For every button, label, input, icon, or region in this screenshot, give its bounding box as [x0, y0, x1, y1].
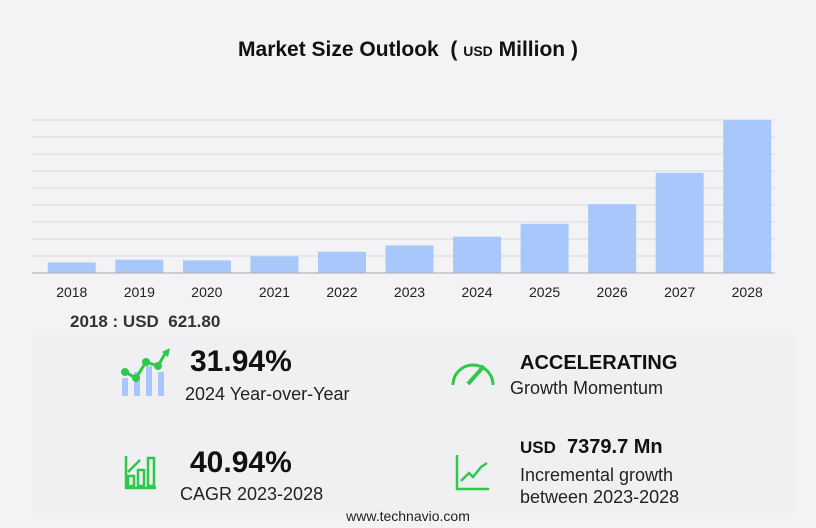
- bar-2024: [453, 236, 502, 273]
- momentum-value: ACCELERATING: [520, 352, 678, 374]
- momentum-label: Growth Momentum: [510, 378, 664, 398]
- x-tick-label: 2024: [461, 284, 492, 300]
- bar-2023: [385, 245, 434, 273]
- x-tick-label: 2027: [664, 284, 695, 300]
- x-tick-label: 2022: [326, 284, 357, 300]
- bar-chart: 2018 2019 2020 2021 2022 2023 2024 2025 2026 2027…: [32, 119, 775, 300]
- yoy-label: 2024 Year-over-Year: [185, 384, 350, 404]
- cagr-value: 40.94%: [190, 446, 292, 479]
- x-tick-label: 2025: [529, 284, 560, 300]
- x-tick-label: 2020: [191, 284, 222, 300]
- bar-2020: [182, 260, 231, 273]
- x-tick-label: 2026: [597, 284, 628, 300]
- bar-2025: [520, 223, 569, 273]
- x-tick-label: 2028: [732, 284, 763, 300]
- x-tick-label: 2021: [259, 284, 290, 300]
- bar-2021: [250, 256, 299, 273]
- bar-2026: [588, 204, 637, 273]
- x-tick-label: 2023: [394, 284, 425, 300]
- footer-url: www.technavio.com: [346, 508, 470, 524]
- x-tick-label: 2018: [56, 284, 87, 300]
- base-year-value: 2018 : USD 621.80: [70, 312, 221, 331]
- yoy-value: 31.94%: [190, 345, 292, 378]
- incremental-label-2: between 2023-2028: [520, 487, 680, 507]
- cagr-label: CAGR 2023-2028: [180, 484, 324, 504]
- x-tick-label: 2019: [124, 284, 155, 300]
- trend-up-icon: [455, 455, 489, 491]
- incremental-value: USD 7379.7 Mn: [520, 436, 663, 458]
- speedometer-icon: [451, 363, 495, 386]
- bar-2019: [115, 259, 164, 273]
- chart-title: Market Size Outlook ( USD Million ): [238, 38, 578, 61]
- bar-2027: [655, 172, 704, 273]
- growth-chart-icon: [121, 348, 170, 396]
- bar-growth-icon: [124, 456, 156, 490]
- bar-2028: [723, 120, 772, 273]
- bar-2018: [47, 262, 96, 273]
- bar-2022: [317, 251, 366, 273]
- incremental-label-1: Incremental growth: [520, 465, 674, 485]
